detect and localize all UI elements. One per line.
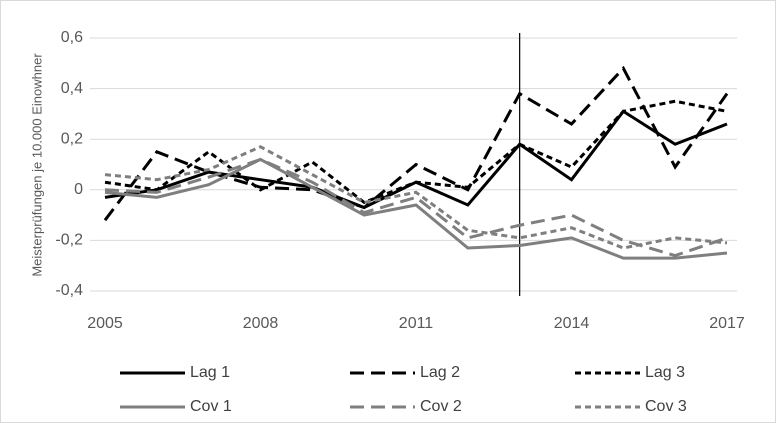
x-tick-label: 2005 — [87, 315, 123, 332]
y-tick-label: 0,4 — [61, 80, 83, 97]
series-line — [104, 157, 728, 258]
x-tick-label: 2017 — [709, 315, 745, 332]
series-line — [104, 145, 728, 250]
y-tick-label: 0,6 — [61, 29, 83, 46]
legend-label: Lag 3 — [645, 364, 685, 381]
y-tick-label: -0,2 — [55, 232, 83, 249]
series-line — [104, 157, 728, 260]
legend-label: Cov 3 — [645, 398, 687, 415]
y-tick-label: -0,4 — [55, 282, 83, 299]
x-tick-label: 2014 — [554, 315, 590, 332]
x-tick-label: 2011 — [399, 315, 434, 332]
legend-label: Cov 2 — [420, 398, 462, 415]
y-tick-label: 0 — [74, 181, 83, 198]
y-tick-label: 0,2 — [61, 130, 83, 147]
legend-label: Cov 1 — [190, 398, 232, 415]
legend-label: Lag 1 — [190, 364, 230, 381]
series-line — [104, 99, 728, 205]
y-axis-label: Meisterprüfungen je 10.000 Einowhner — [29, 53, 44, 277]
legend-label: Lag 2 — [420, 364, 460, 381]
series-line — [103, 65, 729, 222]
x-tick-label: 2008 — [243, 315, 279, 332]
